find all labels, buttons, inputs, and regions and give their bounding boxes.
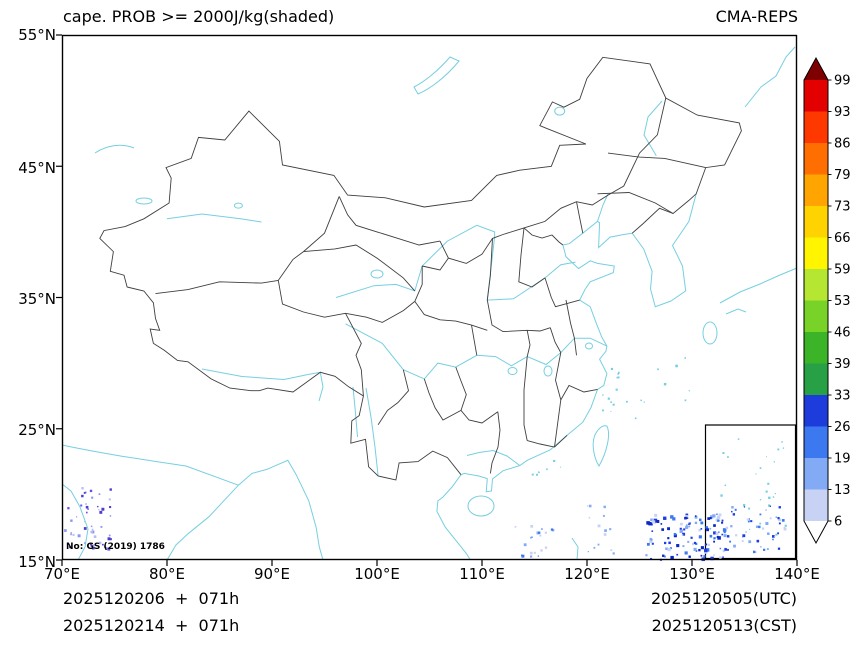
map-canvas — [56, 34, 798, 566]
svg-text:66: 66 — [834, 231, 851, 246]
coastlines-and-rivers — [61, 46, 798, 561]
plot-title: cape. PROB >= 2000J/kg(shaded) — [63, 7, 335, 26]
svg-text:99: 99 — [834, 74, 851, 89]
x-tick-label-120e: 120°E — [564, 565, 610, 583]
x-tick-label-140e: 140°E — [774, 565, 820, 583]
svg-text:46: 46 — [834, 326, 851, 341]
map-license-text: No: GS (2019) 1786 — [66, 542, 165, 552]
svg-text:6: 6 — [834, 515, 842, 530]
y-tick-label-15n: 15°N — [18, 553, 56, 571]
x-tick-label-80e: 80°E — [148, 565, 186, 583]
x-tick-label-70e: 70°E — [43, 565, 81, 583]
svg-text:33: 33 — [834, 389, 851, 404]
probability-shading — [64, 357, 787, 562]
footer-run-line1: 2025120206 + 071h — [63, 589, 240, 608]
x-tick-label-110e: 110°E — [459, 565, 505, 583]
y-tick-label-35n: 35°N — [18, 290, 56, 308]
colorbar: 99 93 86 79 73 66 59 53 46 39 33 26 19 13 6 — [803, 56, 851, 545]
svg-text:86: 86 — [834, 137, 851, 152]
map-frame — [61, 34, 798, 561]
svg-text:26: 26 — [834, 420, 851, 435]
svg-text:93: 93 — [834, 105, 851, 120]
x-tick-label-90e: 90°E — [253, 565, 291, 583]
svg-text:59: 59 — [834, 263, 851, 278]
svg-text:13: 13 — [834, 483, 851, 498]
footer-valid-cst: 2025120513(CST) — [651, 616, 797, 635]
svg-text:73: 73 — [834, 200, 851, 215]
x-tick-label-100e: 100°E — [354, 565, 400, 583]
y-tick-label-55n: 55°N — [18, 26, 56, 44]
admin-borders — [99, 56, 742, 481]
svg-text:79: 79 — [834, 168, 851, 183]
x-tick-label-130e: 130°E — [669, 565, 715, 583]
model-name-label: CMA-REPS — [715, 7, 798, 26]
footer-run-line2: 2025120214 + 071h — [63, 616, 240, 635]
svg-text:53: 53 — [834, 294, 851, 309]
y-tick-label-45n: 45°N — [18, 159, 56, 177]
svg-text:39: 39 — [834, 357, 851, 372]
svg-text:19: 19 — [834, 452, 851, 467]
footer-valid-utc: 2025120505(UTC) — [651, 589, 797, 608]
axis-tick-marks — [56, 34, 798, 566]
y-tick-label-25n: 25°N — [18, 421, 56, 439]
